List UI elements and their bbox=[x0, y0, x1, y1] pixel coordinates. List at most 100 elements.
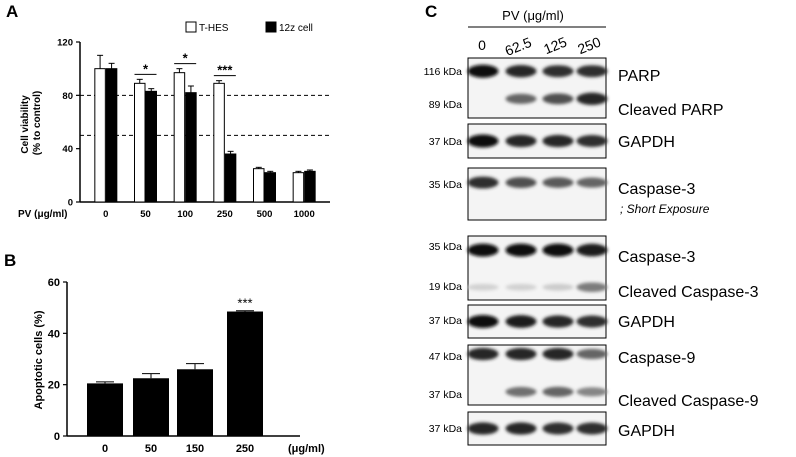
chart-a-bar-t-hes bbox=[292, 172, 305, 203]
blot-kda-marker: 47 kDa bbox=[429, 351, 462, 363]
blot-band bbox=[542, 347, 574, 361]
blot-band bbox=[467, 243, 499, 257]
chart-b-category-label: 150 bbox=[186, 443, 204, 455]
chart-a-bar-t-hes bbox=[94, 68, 106, 203]
chart-a-legend-label: 12z cell bbox=[279, 23, 313, 34]
blot-box: 37 kDa GAPDH bbox=[429, 411, 675, 446]
chart-a-category-label: 250 bbox=[217, 209, 233, 220]
blot-band bbox=[576, 177, 608, 188]
chart-a-category-label: 500 bbox=[257, 209, 273, 220]
chart-a-legend-swatch bbox=[185, 21, 197, 33]
blot-band bbox=[576, 387, 608, 397]
blot-band bbox=[505, 283, 537, 291]
chart-a-bar-t-hes bbox=[173, 72, 186, 203]
chart-b: Apoptotic cells (%) (μg/ml) 0 20 40 60 0 50 15… bbox=[33, 277, 325, 455]
blot-kda-marker: 35 kDa bbox=[429, 179, 462, 191]
chart-a-legend-label: T-HES bbox=[199, 23, 229, 34]
panel-letter-b: B bbox=[4, 251, 16, 270]
chart-a-bar-12z bbox=[145, 90, 157, 203]
blot-protein-label: Cleaved Caspase-9 bbox=[618, 393, 759, 410]
blot-band bbox=[505, 243, 537, 257]
chart-a-bar-12z bbox=[105, 68, 118, 203]
chart-a-significance-mark: * bbox=[183, 51, 189, 66]
blot-band bbox=[542, 177, 574, 188]
blot-lane-label: 125 bbox=[541, 33, 569, 57]
blot-kda-marker: 116 kDa bbox=[424, 66, 462, 78]
chart-a-bar-t-hes bbox=[134, 82, 146, 203]
blot-lane-label: 0 bbox=[478, 37, 486, 53]
blot-band bbox=[542, 315, 574, 328]
chart-a-ylabel-line1: Cell viability bbox=[20, 95, 31, 154]
chart-a-category-label: 100 bbox=[177, 209, 193, 220]
chart-a-category-label: 50 bbox=[140, 209, 151, 220]
blot-box: 116 kDa 89 kDa PARP Cleaved PARP bbox=[424, 57, 724, 119]
chart-b-bar bbox=[133, 378, 169, 436]
chart-a-bar-12z bbox=[185, 92, 197, 203]
blot-box: 37 kDa GAPDH bbox=[429, 304, 675, 339]
blot-kda-marker: 37 kDa bbox=[429, 315, 462, 327]
chart-b-ytick-label: 0 bbox=[54, 431, 60, 443]
blot-band bbox=[576, 282, 608, 292]
chart-b-bar bbox=[227, 311, 263, 436]
blot-band bbox=[467, 422, 499, 435]
blot-band bbox=[576, 243, 608, 257]
blot-exposure-note: ; Short Exposure bbox=[620, 202, 710, 216]
chart-a-bar-t-hes bbox=[213, 82, 225, 203]
chart-b-bar bbox=[177, 369, 213, 436]
blot-protein-label: GAPDH bbox=[618, 134, 675, 151]
chart-b-xlabel: (μg/ml) bbox=[288, 443, 325, 455]
chart-b-ylabel: Apoptotic cells (%) bbox=[33, 310, 45, 409]
blot-band bbox=[542, 283, 574, 291]
blot-band bbox=[505, 422, 537, 435]
blot-box: 35 kDa 19 kDa Caspase-3 Cleaved Caspase-3 bbox=[429, 235, 759, 301]
blot-band bbox=[542, 134, 574, 148]
blot-band bbox=[467, 176, 499, 189]
chart-a-category-label: 0 bbox=[103, 209, 108, 220]
western-blot-panel: PV (μg/ml) 0 62.5 125 250 116 kDa 89 kDa PARP C… bbox=[424, 8, 759, 446]
blot-band bbox=[505, 93, 537, 104]
panel-letter-c: C bbox=[425, 2, 437, 21]
blot-band bbox=[467, 64, 499, 78]
blot-band bbox=[505, 386, 537, 397]
blot-band bbox=[467, 315, 499, 328]
blot-protein-label: Cleaved Caspase-3 bbox=[618, 284, 759, 301]
chart-a-bar-12z bbox=[304, 170, 316, 203]
blot-band bbox=[576, 422, 608, 435]
blot-band bbox=[576, 315, 608, 328]
blot-band bbox=[505, 65, 537, 78]
blot-protein-label: Caspase-3 bbox=[618, 181, 695, 198]
blot-band bbox=[505, 177, 537, 189]
blot-kda-marker: 35 kDa bbox=[429, 241, 462, 253]
blot-band bbox=[542, 65, 574, 78]
blot-protein-label: Cleaved PARP bbox=[618, 102, 724, 119]
chart-a: Cell viability (% to control) PV (μg/ml)… bbox=[18, 21, 330, 220]
chart-a-ylabel: Cell viability (% to control) bbox=[20, 91, 43, 155]
chart-b-ytick-label: 40 bbox=[48, 328, 60, 340]
blot-band bbox=[467, 134, 499, 148]
blot-band bbox=[576, 135, 608, 147]
blot-box: 35 kDa Caspase-3 ; Short Exposure bbox=[429, 167, 710, 221]
blot-band bbox=[542, 386, 574, 397]
blot-band bbox=[505, 315, 537, 328]
blot-band bbox=[576, 348, 608, 360]
blot-lane-label: 62.5 bbox=[502, 34, 533, 59]
blot-protein-label: GAPDH bbox=[618, 314, 675, 331]
blot-protein-label: Caspase-3 bbox=[618, 249, 695, 266]
blot-protein-label: PARP bbox=[618, 68, 660, 85]
chart-a-significance-mark: *** bbox=[217, 63, 233, 78]
chart-b-significance-mark: *** bbox=[237, 296, 252, 311]
blot-kda-marker: 19 kDa bbox=[429, 281, 462, 293]
chart-a-xlabel: PV (μg/ml) bbox=[18, 209, 67, 220]
chart-a-ytick-label: 80 bbox=[62, 91, 73, 102]
chart-b-category-label: 250 bbox=[236, 443, 254, 455]
chart-a-bar-t-hes bbox=[253, 168, 265, 203]
panel-letter-a: A bbox=[6, 2, 18, 21]
blot-protein-label: GAPDH bbox=[618, 423, 675, 440]
blot-band bbox=[542, 93, 574, 105]
blot-band bbox=[505, 347, 537, 361]
chart-b-category-label: 0 bbox=[102, 443, 108, 455]
blot-band bbox=[542, 422, 574, 435]
blot-band bbox=[542, 243, 574, 257]
blot-band bbox=[467, 347, 499, 361]
